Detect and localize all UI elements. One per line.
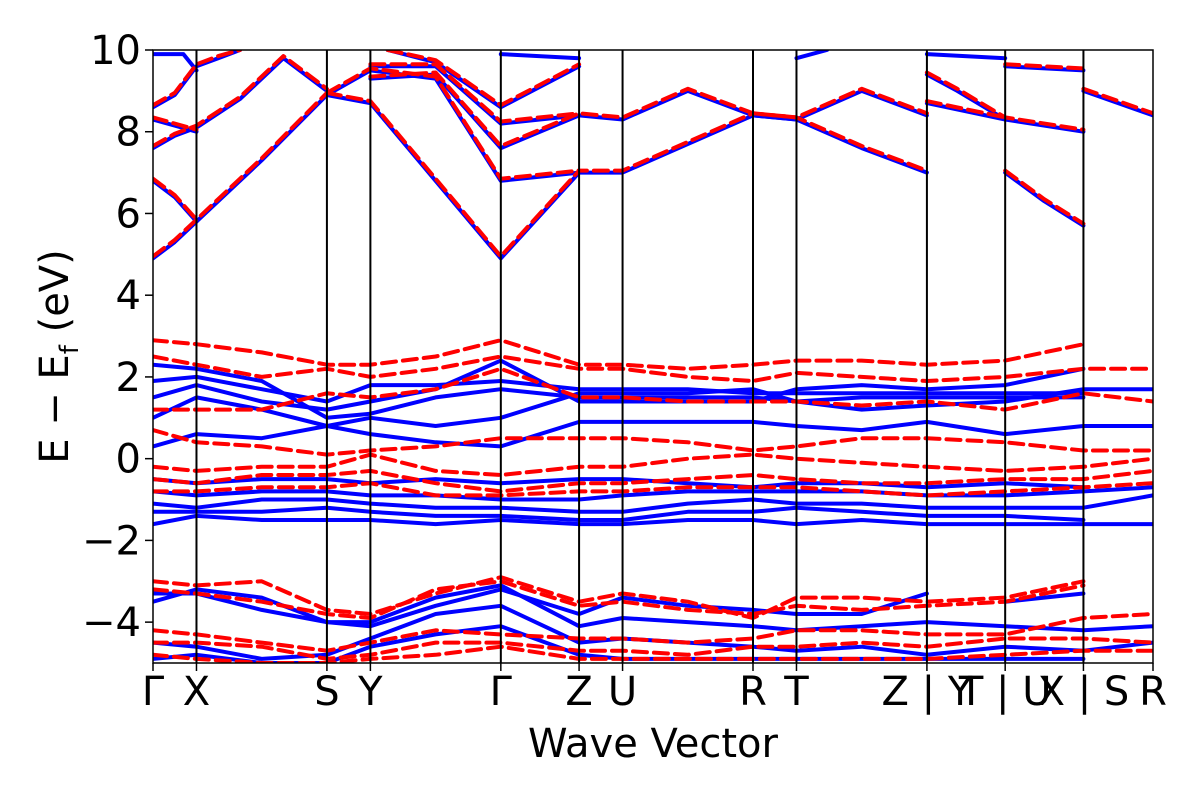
- dashed-band-21: [385, 50, 582, 108]
- plot-frame: [152, 49, 1154, 664]
- x-tick-label-1: X: [183, 669, 210, 715]
- y-axis-ticks: −4 −2 0 2 4 6 8 10: [82, 28, 153, 646]
- solid-band-11: [1003, 591, 1086, 604]
- y-tick-label-5: 6: [116, 191, 141, 237]
- y-tick-label-3: 2: [116, 355, 141, 401]
- x-tick-label-5: Z: [565, 669, 592, 715]
- x-tick-label-0: Γ: [142, 669, 165, 715]
- y-tick-label-0: −4: [82, 600, 141, 646]
- solid-band-20: [153, 52, 199, 73]
- dashed-band-20: [368, 62, 582, 124]
- y-tick-label-2: 0: [116, 437, 141, 483]
- y-tick-label-7: 10: [90, 28, 141, 74]
- dashed-band-26: [1081, 86, 1153, 116]
- solid-band-30: [924, 52, 1008, 61]
- dashed-band-13: [153, 176, 199, 222]
- dashed-band-14: [153, 54, 329, 148]
- x-tick-label-2: S: [314, 669, 339, 715]
- dashed-band-7: [153, 575, 1086, 620]
- solid-band-26: [498, 52, 582, 61]
- y-axis-label-subscript: f: [55, 344, 85, 354]
- dashed-band-8: [153, 579, 1086, 620]
- dashed-band-25: [1003, 62, 1086, 71]
- dashed-band-19: [368, 70, 929, 148]
- dashed-band-23: [924, 99, 1008, 120]
- dashed-band-22: [924, 70, 1086, 132]
- y-axis-label: E − Ef (eV): [32, 249, 85, 464]
- x-tick-label-9: Z | Y: [882, 669, 973, 715]
- dashed-band-24: [1003, 168, 1086, 226]
- solid-band-9: [153, 362, 1086, 420]
- x-tick-label-6: U: [608, 669, 637, 715]
- x-axis-label: Wave Vector: [528, 721, 779, 767]
- solid-band-7: [153, 358, 1086, 412]
- solid-band-27: [794, 50, 829, 61]
- x-tick-label-7: R: [739, 669, 767, 715]
- y-tick-label-1: −2: [82, 518, 141, 564]
- x-tick-label-10: T | U: [958, 669, 1052, 715]
- x-tick-label-4: Γ: [490, 669, 513, 715]
- dashed-band-15: [153, 115, 199, 132]
- plot-background: [153, 50, 1153, 663]
- plot-area: [152, 49, 1154, 664]
- dashed-band-16: [153, 50, 242, 108]
- x-tick-label-8: T: [783, 669, 809, 715]
- high-symmetry-lines: [195, 50, 1085, 663]
- y-tick-label-6: 8: [116, 110, 141, 156]
- solid-band-8: [153, 374, 1086, 404]
- x-tick-label-3: Y: [357, 669, 383, 715]
- x-tick-label-12: R: [1139, 669, 1167, 715]
- y-axis-label-unit: (eV): [32, 249, 78, 345]
- y-axis-label-main: E − E: [32, 354, 78, 464]
- dashed-band-18: [324, 66, 582, 181]
- dashed-band-2: [153, 366, 1153, 412]
- y-tick-label-4: 4: [116, 273, 141, 319]
- x-tick-label-11: X | S: [1038, 669, 1130, 715]
- solid-band-4: [153, 477, 1086, 490]
- solid-band-10: [153, 587, 929, 629]
- solid-band-1: [153, 505, 1086, 522]
- dashed-band-0: [153, 338, 1086, 371]
- dashed-band-17: [324, 90, 929, 259]
